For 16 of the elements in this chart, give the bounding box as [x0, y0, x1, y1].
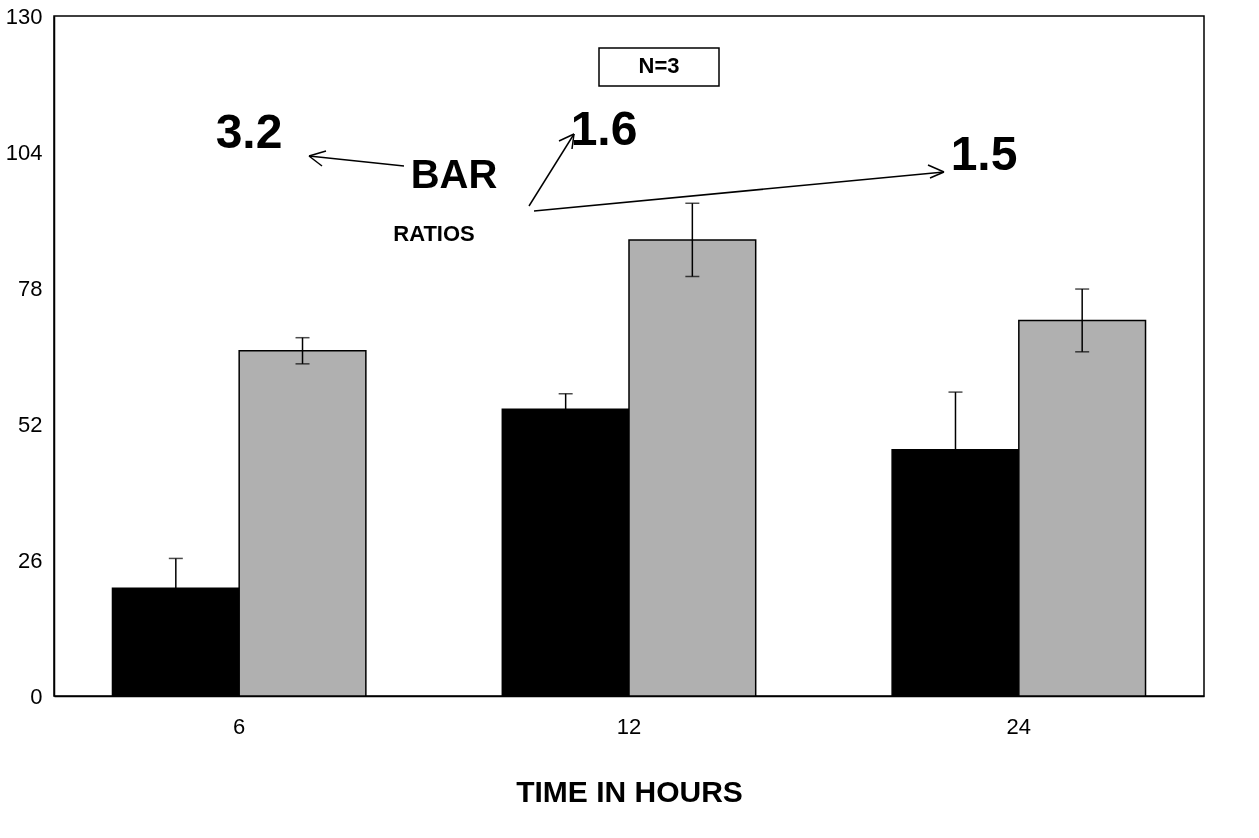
annotation: BAR — [410, 152, 498, 196]
x-tick-label: 6 — [233, 713, 246, 739]
annotation: 1.5 — [950, 127, 1018, 180]
annotation: 3.2 — [215, 105, 283, 158]
y-tick-label: 130 — [5, 3, 43, 29]
y-tick-label: 78 — [18, 275, 43, 301]
x-tick-label: 12 — [616, 713, 642, 739]
x-tick-label: 24 — [1006, 713, 1032, 739]
x-axis-title: TIME IN HOURS — [516, 774, 743, 808]
y-tick-label: 52 — [18, 411, 43, 437]
annotation: N=3 — [638, 53, 680, 78]
annotation: RATIOS — [393, 221, 475, 246]
y-tick-label: 26 — [18, 547, 43, 573]
annotation: 1.6 — [570, 102, 638, 155]
y-tick-label: 104 — [5, 139, 43, 165]
y-tick-label: 0 — [30, 683, 43, 709]
